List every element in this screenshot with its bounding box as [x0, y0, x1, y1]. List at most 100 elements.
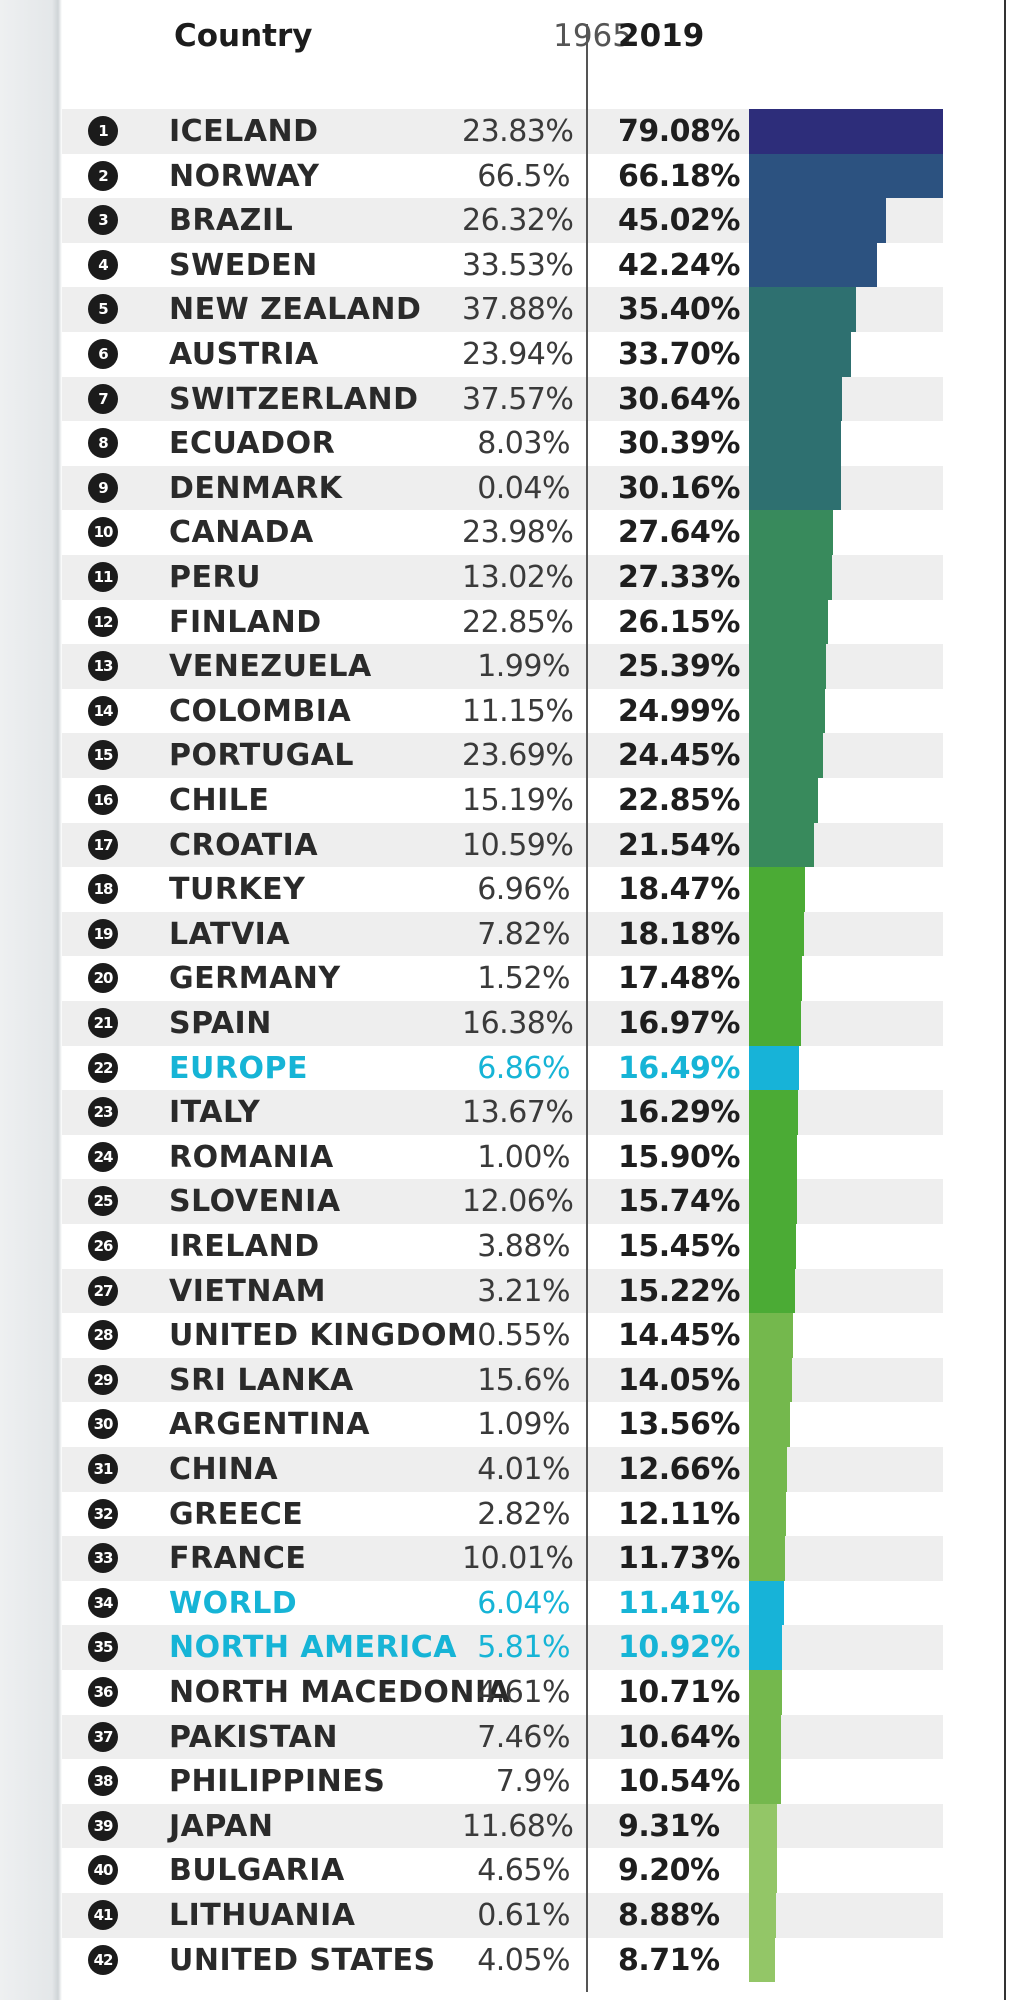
country-name: ITALY — [169, 1095, 261, 1131]
bar-2019 — [749, 376, 842, 422]
bar-2019 — [749, 465, 841, 511]
value-1965: 3.88% — [477, 1229, 570, 1264]
country-name: FRANCE — [169, 1541, 307, 1577]
rank-badge: 13 — [88, 651, 118, 682]
value-1965: 23.83% — [462, 114, 574, 149]
table-row: 15 PORTUGAL 23.69% 24.45% — [62, 733, 1029, 778]
country-name: FINLAND — [169, 604, 322, 640]
value-2019: 22.85% — [618, 783, 740, 818]
value-2019: 11.73% — [618, 1541, 740, 1577]
table-row: 9 DENMARK 0.04% 30.16% — [62, 465, 1029, 511]
column-header-2019: 2019 — [618, 18, 705, 54]
table-row: 1 ICELAND 23.83% 79.08% — [62, 109, 1029, 154]
value-1965: 23.98% — [462, 515, 574, 551]
value-1965: 0.04% — [477, 470, 570, 506]
rank-badge: 3 — [88, 205, 118, 236]
bar-2019 — [749, 778, 819, 823]
value-1965: 10.01% — [462, 1541, 574, 1577]
country-name: BRAZIL — [169, 203, 294, 239]
value-1965: 12.06% — [462, 1184, 574, 1220]
column-header-1965: 1965 — [553, 18, 632, 54]
country-name: SLOVENIA — [169, 1184, 341, 1220]
table-row: 36 NORTH MACEDONIA 4.61% 10.71% — [62, 1670, 1029, 1715]
country-name: SRI LANKA — [169, 1362, 354, 1398]
country-name: GREECE — [169, 1496, 304, 1532]
table-row: 42 UNITED STATES 4.05% 8.71% — [62, 1937, 1029, 1983]
bar-2019 — [749, 1179, 797, 1224]
country-name: PAKISTAN — [169, 1719, 338, 1755]
rank-badge: 22 — [88, 1052, 118, 1083]
value-1965: 11.15% — [462, 693, 574, 729]
rank-badge: 21 — [88, 1008, 118, 1038]
value-2019: 42.24% — [618, 247, 740, 283]
rank-badge: 42 — [88, 1944, 118, 1975]
country-name: ICELAND — [169, 114, 319, 149]
rank-badge: 10 — [88, 517, 118, 548]
country-name: LITHUANIA — [169, 1898, 356, 1933]
table-row: 33 FRANCE 10.01% 11.73% — [62, 1536, 1029, 1581]
bar-2019 — [749, 956, 803, 1001]
rank-badge: 38 — [88, 1766, 118, 1797]
value-2019: 9.31% — [618, 1808, 720, 1844]
rank-badge: 14 — [88, 695, 118, 726]
table-row: 22 EUROPE 6.86% 16.49% — [62, 1045, 1029, 1091]
country-name: DENMARK — [169, 470, 343, 506]
value-1965: 4.65% — [477, 1853, 570, 1889]
value-2019: 10.92% — [618, 1630, 740, 1666]
value-1965: 4.61% — [477, 1675, 570, 1710]
value-2019: 9.20% — [618, 1853, 720, 1889]
table-row: 6 AUSTRIA 23.94% 33.70% — [62, 332, 1029, 377]
rank-badge: 18 — [88, 874, 118, 905]
bar-2019 — [749, 867, 806, 912]
bar-2019 — [749, 1313, 793, 1358]
country-name: CANADA — [169, 515, 314, 551]
value-1965: 1.00% — [477, 1139, 570, 1175]
value-2019: 35.40% — [618, 292, 740, 328]
table-row: 41 LITHUANIA 0.61% 8.88% — [62, 1893, 1029, 1938]
table-row: 30 ARGENTINA 1.09% 13.56% — [62, 1402, 1029, 1447]
value-2019: 15.22% — [618, 1273, 740, 1309]
value-2019: 17.48% — [618, 961, 740, 997]
value-2019: 11.41% — [618, 1585, 740, 1621]
table-row: 32 GREECE 2.82% 12.11% — [62, 1491, 1029, 1537]
value-1965: 11.68% — [462, 1808, 574, 1844]
value-1965: 7.9% — [495, 1764, 571, 1800]
value-2019: 33.70% — [618, 337, 740, 372]
bar-2019 — [749, 198, 886, 243]
table-row: 16 CHILE 15.19% 22.85% — [62, 778, 1029, 823]
rank-badge: 12 — [88, 606, 118, 637]
rank-badge: 6 — [88, 339, 118, 369]
table-row: 35 NORTH AMERICA 5.81% 10.92% — [62, 1625, 1029, 1670]
value-2019: 10.54% — [618, 1764, 740, 1800]
rank-badge: 11 — [88, 562, 118, 592]
value-1965: 33.53% — [462, 247, 574, 283]
bar-2019 — [749, 644, 827, 689]
country-name: UNITED KINGDOM — [169, 1318, 478, 1354]
value-2019: 8.88% — [618, 1898, 720, 1933]
value-1965: 1.52% — [477, 961, 570, 997]
rank-badge: 25 — [88, 1186, 118, 1217]
rank-badge: 1 — [88, 116, 118, 146]
country-name: NORTH AMERICA — [169, 1630, 457, 1666]
country-name: CHILE — [169, 783, 270, 818]
bar-2019 — [749, 1670, 782, 1715]
column-header-country: Country — [174, 18, 313, 54]
value-1965: 4.01% — [477, 1452, 570, 1487]
rank-badge: 24 — [88, 1141, 118, 1172]
rank-badge: 37 — [88, 1721, 118, 1752]
country-name: CROATIA — [169, 827, 319, 863]
country-name: ARGENTINA — [169, 1407, 370, 1443]
bar-2019 — [749, 332, 852, 377]
country-name: TURKEY — [169, 872, 306, 908]
panel-border — [1004, 0, 1006, 2000]
value-2019: 14.45% — [618, 1318, 740, 1354]
bar-2019 — [749, 1536, 785, 1581]
table-row: 12 FINLAND 22.85% 26.15% — [62, 599, 1029, 645]
country-name: NEW ZEALAND — [169, 292, 422, 328]
value-2019: 16.29% — [618, 1095, 740, 1131]
bar-2019 — [749, 1402, 791, 1447]
rank-badge: 33 — [88, 1543, 118, 1574]
value-2019: 30.16% — [618, 470, 740, 506]
bar-2019 — [749, 911, 805, 957]
bar-2019 — [749, 153, 950, 199]
